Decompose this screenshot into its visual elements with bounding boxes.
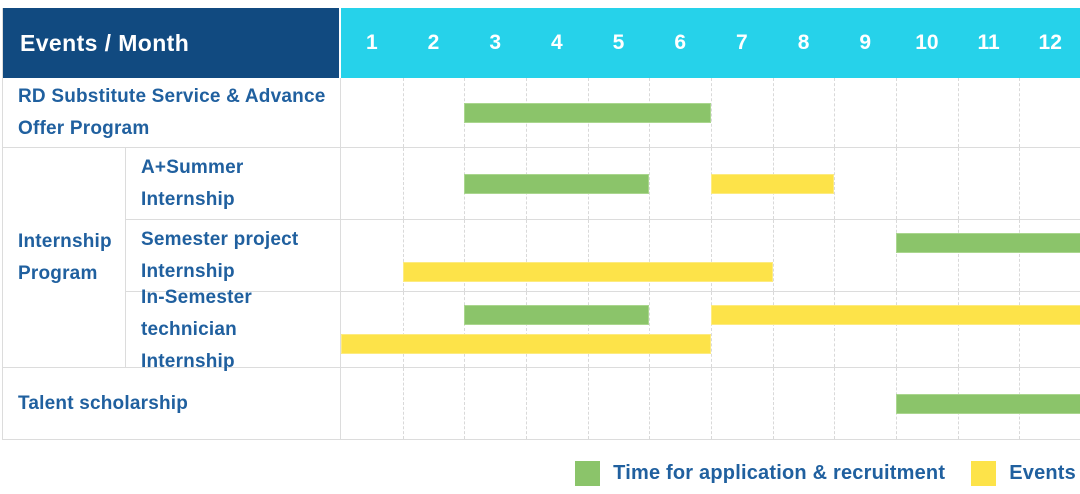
- month-header-1: 1: [365, 31, 378, 54]
- month-header-4: 4: [551, 31, 563, 54]
- row-label-text: RD Substitute Service & Advance Offer Pr…: [18, 85, 326, 139]
- month-gridline: [526, 292, 527, 367]
- month-gridline: [957, 78, 959, 147]
- month-gridline: [957, 220, 959, 291]
- month-header-11: 11: [977, 31, 1000, 54]
- month-header-7: 7: [736, 31, 748, 54]
- events-yellow-swatch-icon: [971, 460, 997, 486]
- month-gridline: [772, 220, 774, 291]
- month-header-3: 3: [489, 31, 502, 54]
- month-gridline: [1019, 292, 1021, 367]
- month-gridline: [957, 292, 959, 367]
- row-label-text: Talent scholarship: [18, 392, 189, 414]
- group-label-text: Internship Program: [18, 230, 112, 284]
- gantt-bar-event: [402, 262, 773, 282]
- legend-item-application: Time for application & recruitment: [575, 460, 946, 486]
- month-gridline: [896, 292, 897, 367]
- month-gridline: [896, 220, 897, 291]
- gantt-bar-application: [464, 102, 711, 123]
- month-gridline: [711, 292, 712, 367]
- gantt-row-talent-scholarship: [341, 368, 1080, 440]
- month-gridline: [834, 78, 836, 147]
- group-label-internship-program: Internship Program: [3, 148, 126, 368]
- month-gridline: [896, 148, 897, 219]
- month-header-row: 1 2 3 4 5 6 7 8 9 10 11 12: [341, 8, 1080, 78]
- month-gridline: [1019, 220, 1021, 291]
- gantt-row-in-semester-technician: [341, 292, 1080, 368]
- month-gridline: [464, 292, 466, 367]
- month-gridline: [649, 368, 651, 439]
- month-gridline: [526, 368, 527, 439]
- gantt-row-semester-project: [341, 220, 1080, 292]
- row-label-talent-scholarship: Talent scholarship: [3, 368, 341, 440]
- month-gridline: [402, 292, 404, 367]
- month-gridline: [1019, 148, 1021, 219]
- row-label-rd-substitute: RD Substitute Service & Advance Offer Pr…: [3, 78, 341, 148]
- month-gridline: [957, 148, 959, 219]
- month-gridline: [1019, 78, 1021, 147]
- month-gridline: [402, 368, 404, 439]
- month-gridline: [587, 292, 589, 367]
- month-header-9: 9: [859, 31, 872, 54]
- gantt-row-rd-substitute: [341, 78, 1080, 148]
- month-gridline: [834, 148, 836, 219]
- events-month-header: Events / Month: [3, 8, 341, 78]
- month-gridline: [402, 148, 404, 219]
- gantt-row-a-plus-summer: [341, 148, 1080, 220]
- legend-item-events: Events: [971, 460, 1076, 486]
- gantt-bar-event: [341, 334, 711, 354]
- month-gridline: [772, 368, 774, 439]
- gantt-bar-application: [464, 305, 650, 325]
- month-gridline: [772, 292, 774, 367]
- row-label-semester-project: Semester project Internship: [126, 220, 341, 292]
- month-gridline: [896, 78, 897, 147]
- events-month-header-label: Events / Month: [20, 29, 190, 56]
- gantt-bar-event: [711, 173, 835, 194]
- month-gridline: [772, 78, 774, 147]
- legend-label-application: Time for application & recruitment: [613, 461, 946, 484]
- legend: Time for application & recruitment Event…: [575, 458, 1076, 488]
- month-gridline: [711, 78, 712, 147]
- gantt-bar-event: [711, 305, 1080, 325]
- month-gridline: [649, 148, 651, 219]
- month-gridline: [834, 292, 836, 367]
- row-label-in-semester-technician: In-Semester technician Internship: [126, 287, 341, 372]
- month-header-10: 10: [915, 31, 939, 54]
- gantt-bar-application: [464, 173, 650, 194]
- month-header-5: 5: [612, 31, 625, 54]
- schedule-table: Events / Month 1 2 3 4 5 6 7 8 9 10 11 1…: [2, 8, 1080, 440]
- month-gridline: [711, 368, 712, 439]
- row-label-text: In-Semester technician Internship: [141, 286, 252, 372]
- legend-label-events: Events: [1009, 461, 1076, 484]
- gantt-bar-application: [896, 233, 1080, 253]
- month-gridline: [834, 220, 836, 291]
- month-header-12: 12: [1038, 31, 1062, 54]
- gantt-bar-application: [896, 393, 1080, 414]
- month-gridline: [587, 368, 589, 439]
- month-header-2: 2: [427, 31, 440, 54]
- application-green-swatch-icon: [575, 460, 601, 486]
- month-header-6: 6: [674, 31, 687, 54]
- month-header-8: 8: [797, 31, 810, 54]
- row-label-text: A+Summer Internship: [141, 156, 244, 210]
- month-gridline: [649, 292, 651, 367]
- month-gridline: [464, 368, 466, 439]
- row-label-text: Semester project Internship: [141, 228, 299, 282]
- row-label-a-plus-summer: A+Summer Internship: [126, 148, 341, 220]
- month-gridline: [402, 78, 404, 147]
- month-gridline: [834, 368, 836, 439]
